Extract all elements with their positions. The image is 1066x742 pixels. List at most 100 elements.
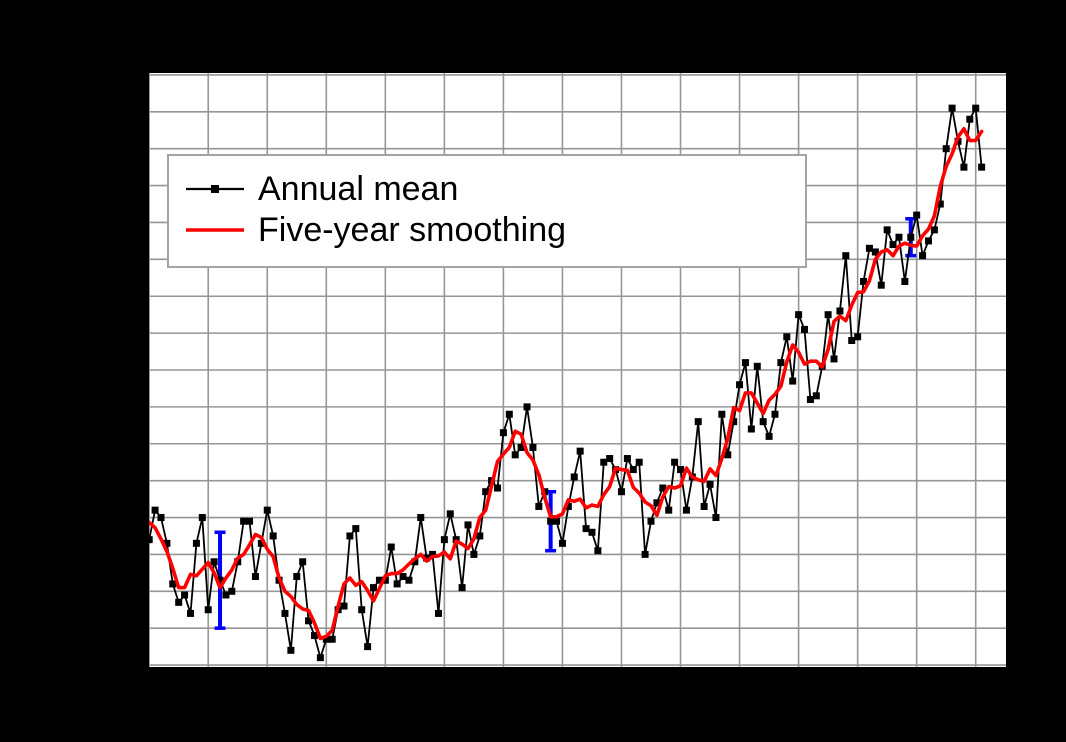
annual-mean-marker [830, 355, 838, 363]
annual-mean-marker [198, 514, 206, 522]
annual-mean-marker [387, 543, 395, 551]
legend-box [167, 154, 807, 268]
annual-mean-marker [216, 576, 224, 584]
annual-mean-marker [434, 609, 442, 617]
annual-mean-marker [801, 325, 809, 333]
annual-mean-marker [523, 403, 531, 411]
annual-mean-marker [417, 514, 425, 522]
annual-mean-marker [228, 587, 236, 595]
annual-mean-marker [375, 576, 383, 584]
annual-mean-marker [895, 233, 903, 241]
annual-mean-marker [358, 606, 366, 614]
annual-mean-marker [346, 532, 354, 540]
annual-mean-marker [192, 539, 200, 547]
plot-border [147, 71, 1008, 669]
annual-mean-marker [340, 602, 348, 610]
annual-mean-marker [588, 528, 596, 536]
annual-mean-marker [924, 237, 932, 245]
annual-mean-marker [352, 525, 360, 533]
annual-mean-marker [913, 211, 921, 219]
annual-mean-marker [706, 480, 714, 488]
annual-mean-marker [381, 576, 389, 584]
annual-mean-marker [582, 525, 590, 533]
annual-mean-marker [665, 506, 673, 514]
annual-mean-marker [553, 517, 561, 525]
annual-mean-marker [606, 455, 614, 463]
annual-mean-marker [240, 517, 248, 525]
annual-mean-marker [370, 584, 378, 592]
annual-mean-marker [942, 145, 950, 153]
annual-mean-marker [854, 333, 862, 341]
annual-mean-marker [399, 573, 407, 581]
annual-mean-marker [310, 632, 318, 640]
annual-mean-marker [753, 362, 761, 370]
annual-mean-marker [629, 466, 637, 474]
annual-mean-marker [777, 359, 785, 367]
annual-mean-marker [759, 418, 767, 426]
annual-mean-marker [458, 584, 466, 592]
annual-mean-marker [175, 598, 183, 606]
annual-mean-marker [653, 499, 661, 507]
annual-mean-marker [789, 377, 797, 385]
annual-mean-marker [517, 443, 525, 451]
annual-mean-marker [783, 333, 791, 341]
annual-mean-marker [529, 443, 537, 451]
annual-mean-marker [635, 458, 643, 466]
annual-mean-marker [257, 539, 265, 547]
five-year-smoothing-series [148, 126, 984, 641]
annual-mean-marker [269, 532, 277, 540]
annual-mean-marker [877, 281, 885, 289]
annual-mean-marker [682, 506, 690, 514]
annual-mean-marker [659, 484, 667, 492]
legend-annual-mean-marker-swatch [211, 185, 219, 193]
annual-mean-marker [181, 591, 189, 599]
annual-mean-marker [505, 410, 513, 418]
annual-mean-marker [824, 311, 832, 319]
annual-mean-marker [499, 429, 507, 437]
annual-mean-marker [848, 336, 856, 344]
annual-mean-marker [316, 654, 324, 662]
annual-mean-marker [169, 580, 177, 588]
annual-mean-marker [806, 396, 814, 404]
annual-mean-marker [930, 226, 938, 234]
annual-mean-series [148, 104, 986, 662]
annual-mean-marker [677, 466, 685, 474]
annual-mean-marker [287, 646, 295, 654]
annual-mean-marker [836, 307, 844, 315]
annual-mean-marker [511, 451, 519, 459]
annual-mean-marker [570, 473, 578, 481]
annual-mean-marker [978, 163, 986, 171]
annual-mean-marker [148, 536, 153, 544]
annual-mean-marker [724, 451, 732, 459]
annual-mean-marker [972, 104, 980, 112]
annual-mean-marker [812, 392, 820, 400]
annual-mean-marker [617, 488, 625, 496]
legend: Annual mean Five-year smoothing [167, 154, 807, 268]
annual-mean-marker [187, 609, 195, 617]
annual-mean-marker [641, 550, 649, 558]
annual-mean-marker [765, 432, 773, 440]
annual-mean-marker [576, 447, 584, 455]
annual-mean-marker [464, 521, 472, 529]
annual-mean-marker [222, 591, 230, 599]
annual-mean-marker [564, 502, 572, 510]
annual-mean-marker [771, 410, 779, 418]
annual-mean-marker [623, 455, 631, 463]
annual-mean-marker [871, 248, 879, 256]
annual-mean-marker [299, 558, 307, 566]
annual-mean-marker [535, 502, 543, 510]
annual-mean-marker [204, 606, 212, 614]
annual-mean-marker [322, 635, 330, 643]
annual-mean-marker [494, 484, 502, 492]
annual-mean-marker [883, 226, 891, 234]
annual-mean-marker [393, 580, 401, 588]
annual-mean-marker [694, 418, 702, 426]
annual-mean-marker [936, 200, 944, 208]
annual-mean-marker [364, 643, 372, 651]
annual-mean-marker [865, 244, 873, 252]
legend-label-annual-mean: Annual mean [258, 170, 458, 208]
annual-mean-marker [293, 573, 301, 581]
annual-mean-marker [730, 418, 738, 426]
